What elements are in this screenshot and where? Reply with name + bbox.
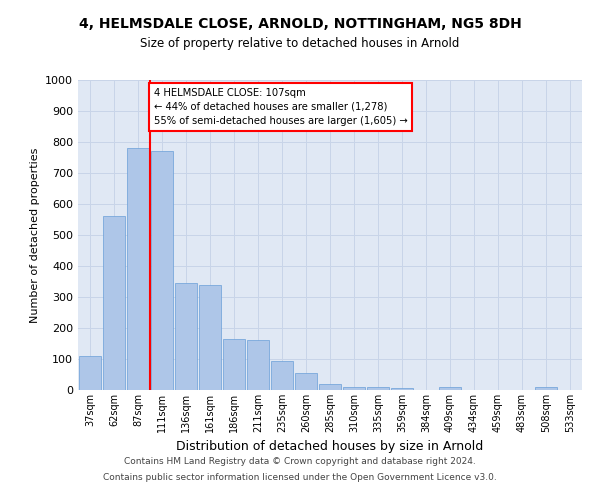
Bar: [79, 356, 101, 390]
Bar: [535, 387, 557, 390]
Bar: [175, 283, 197, 390]
Text: Size of property relative to detached houses in Arnold: Size of property relative to detached ho…: [140, 38, 460, 51]
Bar: [391, 388, 413, 390]
Bar: [367, 387, 389, 390]
Bar: [223, 339, 245, 390]
Text: Contains public sector information licensed under the Open Government Licence v3: Contains public sector information licen…: [103, 472, 497, 482]
Bar: [439, 387, 461, 390]
Y-axis label: Number of detached properties: Number of detached properties: [29, 148, 40, 322]
Text: Contains HM Land Registry data © Crown copyright and database right 2024.: Contains HM Land Registry data © Crown c…: [124, 458, 476, 466]
Bar: [343, 387, 365, 390]
Text: 4, HELMSDALE CLOSE, ARNOLD, NOTTINGHAM, NG5 8DH: 4, HELMSDALE CLOSE, ARNOLD, NOTTINGHAM, …: [79, 18, 521, 32]
Bar: [127, 148, 149, 390]
Text: 4 HELMSDALE CLOSE: 107sqm
← 44% of detached houses are smaller (1,278)
55% of se: 4 HELMSDALE CLOSE: 107sqm ← 44% of detac…: [154, 88, 407, 126]
Bar: [295, 373, 317, 390]
Bar: [199, 284, 221, 390]
Bar: [271, 360, 293, 390]
Bar: [151, 152, 173, 390]
Bar: [319, 384, 341, 390]
Bar: [103, 216, 125, 390]
X-axis label: Distribution of detached houses by size in Arnold: Distribution of detached houses by size …: [176, 440, 484, 454]
Bar: [247, 340, 269, 390]
